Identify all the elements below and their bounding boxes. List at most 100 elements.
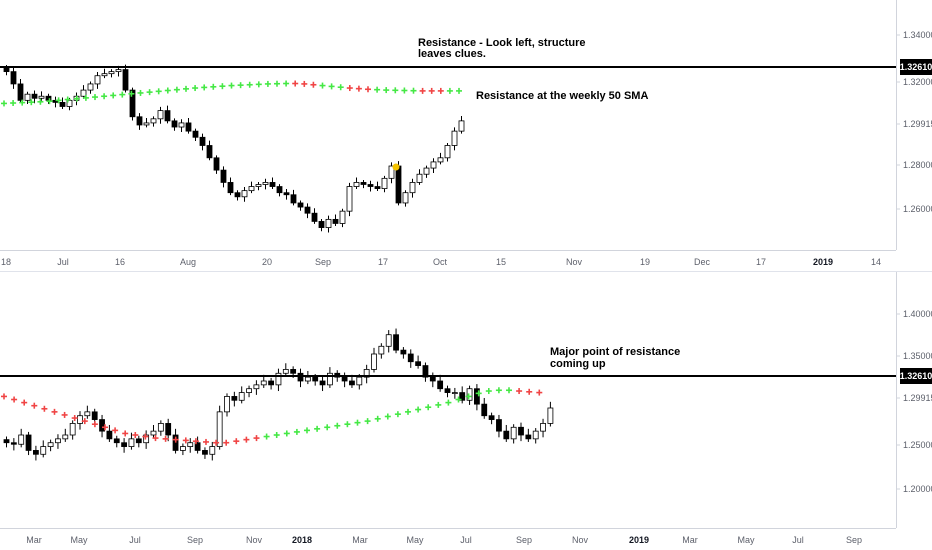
- sma-cross: [61, 411, 68, 418]
- candle: [121, 438, 127, 453]
- sma-cross: [146, 89, 153, 96]
- level-label-daily: 1.32610: [900, 62, 932, 72]
- candle: [326, 367, 333, 388]
- sma-cross: [11, 396, 18, 403]
- candle: [241, 186, 248, 202]
- annotation-look-left-2: leaves clues.: [418, 48, 486, 60]
- candle: [503, 424, 510, 442]
- sma-cross: [164, 87, 171, 94]
- candle: [360, 179, 367, 189]
- sma-cross: [346, 85, 353, 92]
- candle: [318, 218, 325, 232]
- price-tick-label: 1.32000: [903, 77, 932, 87]
- sma-cross: [364, 418, 371, 425]
- sma-cross: [122, 430, 129, 437]
- weekly-candles: [3, 328, 554, 461]
- candle: [52, 96, 59, 108]
- sma-cross: [1, 393, 7, 400]
- sma-cross: [182, 437, 189, 444]
- candle: [437, 152, 444, 165]
- sma-cross: [137, 89, 144, 96]
- sma-cross: [64, 96, 71, 103]
- candle: [297, 200, 304, 211]
- daily-time-ticks: 18 Jul 16 Aug 20 Sep 17 Oct 15 Nov 19 Dec 17 2019 14: [1, 257, 881, 267]
- candle: [17, 79, 24, 103]
- candle: [378, 343, 385, 359]
- candle: [18, 428, 25, 448]
- candle: [346, 182, 353, 217]
- sma-cross: [46, 98, 53, 105]
- candle: [510, 424, 517, 444]
- price-tick-label: 1.25000: [903, 440, 932, 450]
- sma-cross: [228, 82, 235, 89]
- candle: [481, 397, 488, 419]
- candle: [143, 430, 150, 449]
- time-tick-label: 16: [115, 257, 125, 267]
- candle: [246, 385, 252, 398]
- time-tick-label: Nov: [572, 535, 589, 545]
- sma-cross: [237, 82, 244, 89]
- sma-cross: [201, 84, 208, 91]
- candle: [99, 414, 105, 438]
- candle: [488, 412, 495, 425]
- time-tick-label: Sep: [315, 257, 331, 267]
- candle: [283, 189, 290, 200]
- annotation-weekly-sma: Resistance at the weekly 50 SMA: [476, 90, 648, 102]
- time-tick-label: Jul: [460, 535, 472, 545]
- candle: [325, 215, 332, 233]
- sma-cross: [301, 80, 308, 87]
- time-tick-label: Nov: [566, 257, 583, 267]
- price-tick-label: 1.20000: [903, 484, 932, 494]
- sma-cross: [314, 425, 321, 432]
- sma-cross: [319, 82, 326, 89]
- candle: [367, 180, 374, 192]
- time-tick-label: 17: [756, 257, 766, 267]
- candle: [178, 119, 185, 132]
- sma-cross: [425, 404, 432, 411]
- candle: [143, 117, 150, 128]
- sma-cross: [110, 92, 117, 99]
- candle: [38, 91, 45, 101]
- candle: [518, 422, 524, 442]
- candle: [297, 368, 304, 388]
- candle: [33, 445, 39, 461]
- candle: [304, 203, 311, 219]
- sma-cross: [264, 80, 271, 87]
- candle: [255, 182, 262, 191]
- candle: [10, 67, 17, 89]
- candle: [122, 64, 129, 93]
- candle: [444, 385, 451, 398]
- time-tick-label: 19: [640, 257, 650, 267]
- sma-cross: [516, 388, 523, 395]
- sma-cross: [526, 388, 533, 395]
- time-tick-label: 15: [496, 257, 506, 267]
- candle: [10, 438, 17, 451]
- sma-cross: [495, 387, 502, 394]
- candle: [400, 347, 407, 359]
- sma-cross: [283, 80, 290, 87]
- candle: [202, 447, 208, 459]
- candle: [349, 374, 355, 388]
- candle: [209, 441, 216, 461]
- sma-cross: [437, 87, 444, 94]
- candle: [3, 436, 10, 448]
- sma-cross: [203, 438, 209, 445]
- candle: [199, 133, 206, 151]
- candle: [311, 208, 318, 224]
- candle: [25, 431, 32, 456]
- time-tick-label: May: [737, 535, 755, 545]
- annotation-major-resistance-1: Major point of resistance: [550, 346, 680, 358]
- sma-cross: [255, 81, 262, 88]
- sma-cross: [51, 408, 58, 415]
- candle: [179, 443, 186, 456]
- candle: [135, 435, 142, 448]
- candle: [55, 434, 61, 449]
- candle: [106, 424, 113, 442]
- sma-cross: [344, 421, 351, 428]
- time-tick-label: Nov: [246, 535, 263, 545]
- candle: [374, 181, 381, 192]
- candle: [269, 177, 276, 190]
- candle: [69, 420, 76, 440]
- time-tick-label: May: [406, 535, 424, 545]
- sma-cross: [428, 87, 435, 94]
